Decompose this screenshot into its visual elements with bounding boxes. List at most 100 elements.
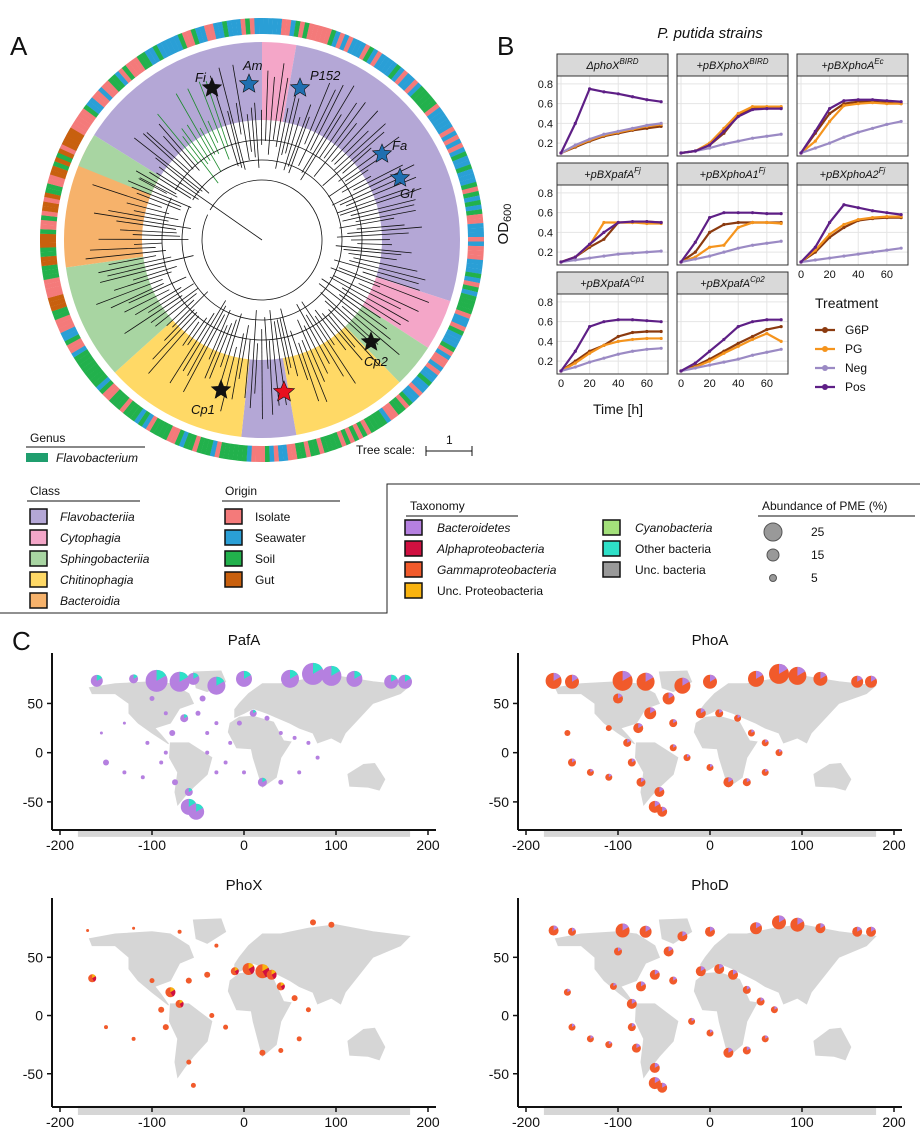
legend-entry: Gut xyxy=(255,573,275,587)
node-label: Gf xyxy=(400,186,415,201)
node-star xyxy=(238,73,260,93)
origin-ring-segment xyxy=(41,264,59,271)
map-point-slice xyxy=(645,672,654,682)
tree-branches xyxy=(85,63,430,420)
map-point-slice xyxy=(234,967,239,972)
growth-point xyxy=(630,337,635,342)
tree-branch xyxy=(333,275,402,310)
growth-facet: +pBXpafACp1 0.2 0.4 0.6 0.8 0 20 40 60 xyxy=(538,271,669,390)
map-x-tick-label: -100 xyxy=(604,1114,632,1130)
map-point-slice xyxy=(737,714,741,719)
tree-branch xyxy=(341,287,401,326)
tree-branch xyxy=(268,340,274,415)
origin-ring-segment xyxy=(464,275,481,284)
growth-point xyxy=(588,87,592,91)
map-point xyxy=(214,770,219,775)
tree-branch xyxy=(169,312,215,384)
origin-ring-segment xyxy=(133,408,147,425)
origin-ring-segment xyxy=(410,85,426,101)
tree-branch xyxy=(336,232,409,238)
tree-scale-label: Tree scale: xyxy=(356,443,415,457)
growth-point xyxy=(588,351,592,355)
map-x-tick-label: 0 xyxy=(706,1114,714,1130)
growth-point xyxy=(630,251,635,255)
growth-line-pg xyxy=(800,101,902,154)
map-y-tick-label: 0 xyxy=(501,745,509,761)
origin-ring-segment xyxy=(98,379,114,395)
tree-branch xyxy=(339,217,395,229)
origin-ring-segment xyxy=(40,247,57,253)
origin-ring-segment xyxy=(437,344,454,357)
continent xyxy=(88,681,195,745)
growth-point xyxy=(856,252,860,256)
tree-branch xyxy=(290,330,309,381)
origin-ring-segment xyxy=(227,443,235,461)
map-x-tick-label: -200 xyxy=(512,1114,540,1130)
tree-branch xyxy=(288,116,310,174)
origin-ring-segment xyxy=(340,428,351,446)
origin-ring-segment xyxy=(460,181,478,191)
map-point-slice xyxy=(638,723,643,729)
continent xyxy=(168,742,213,806)
legend-swatch xyxy=(224,508,243,525)
legend-swatch xyxy=(404,519,423,536)
tree-branch xyxy=(334,130,369,165)
facet-frame xyxy=(796,75,909,157)
growth-point xyxy=(870,209,875,213)
map-point-slice xyxy=(682,931,687,937)
origin-ring-segment xyxy=(414,375,430,390)
origin-ring-segment xyxy=(426,107,443,121)
genus-legend: Genus Flavobacterium xyxy=(26,431,145,465)
origin-ring-segment xyxy=(212,22,221,40)
growth-point xyxy=(736,225,740,230)
growth-line-neg xyxy=(560,250,662,264)
origin-ring-segment xyxy=(217,21,225,39)
growth-line-pos xyxy=(800,203,902,263)
facet-frame xyxy=(676,293,789,375)
growth-point xyxy=(708,254,712,258)
tree-branch xyxy=(249,310,257,409)
tree-branch xyxy=(338,267,430,303)
continent xyxy=(168,1003,213,1079)
growth-point xyxy=(736,357,740,361)
tree-branch xyxy=(232,64,250,160)
tree-arc xyxy=(181,159,343,321)
map-point-slice xyxy=(687,754,691,758)
facet-strip-label: +pBXpafAFj xyxy=(584,166,641,181)
tree-branch xyxy=(338,136,400,182)
map-point-slice xyxy=(613,982,617,987)
x-tick-label: 60 xyxy=(881,269,893,281)
map-point-slice xyxy=(728,1047,733,1053)
map-point-slice xyxy=(405,674,412,682)
tree-branch xyxy=(285,98,300,154)
growth-point xyxy=(659,336,663,341)
map-point-slice xyxy=(179,671,189,682)
origin-ring-segment xyxy=(466,258,484,265)
map-point xyxy=(328,921,335,928)
map-point-slice xyxy=(636,1043,641,1049)
origin-ring-segment xyxy=(273,445,280,462)
tree-branch xyxy=(362,271,420,291)
node-star xyxy=(289,77,311,97)
origin-ring-segment xyxy=(418,96,435,110)
growth-point xyxy=(765,107,769,111)
origin-ring-segment xyxy=(49,169,67,180)
origin-ring-segment xyxy=(80,108,97,122)
origin-ring-segment xyxy=(445,329,463,341)
growth-point xyxy=(899,119,903,124)
abundance-label: 5 xyxy=(811,571,818,585)
tree-branch xyxy=(350,199,416,216)
origin-ring-segment xyxy=(391,66,405,83)
growth-point xyxy=(708,230,712,234)
growth-point xyxy=(750,107,755,112)
growth-point xyxy=(559,151,563,155)
growth-point xyxy=(659,329,663,334)
map-point xyxy=(172,779,178,786)
tree-branch xyxy=(124,295,183,334)
clade-sector xyxy=(78,135,161,196)
map-x-tick-label: 100 xyxy=(790,1114,814,1130)
growth-point xyxy=(602,230,606,234)
map-point xyxy=(122,721,126,725)
growth-line-pos xyxy=(560,220,662,264)
legend-entry: Alphaproteobacteria xyxy=(436,542,545,556)
